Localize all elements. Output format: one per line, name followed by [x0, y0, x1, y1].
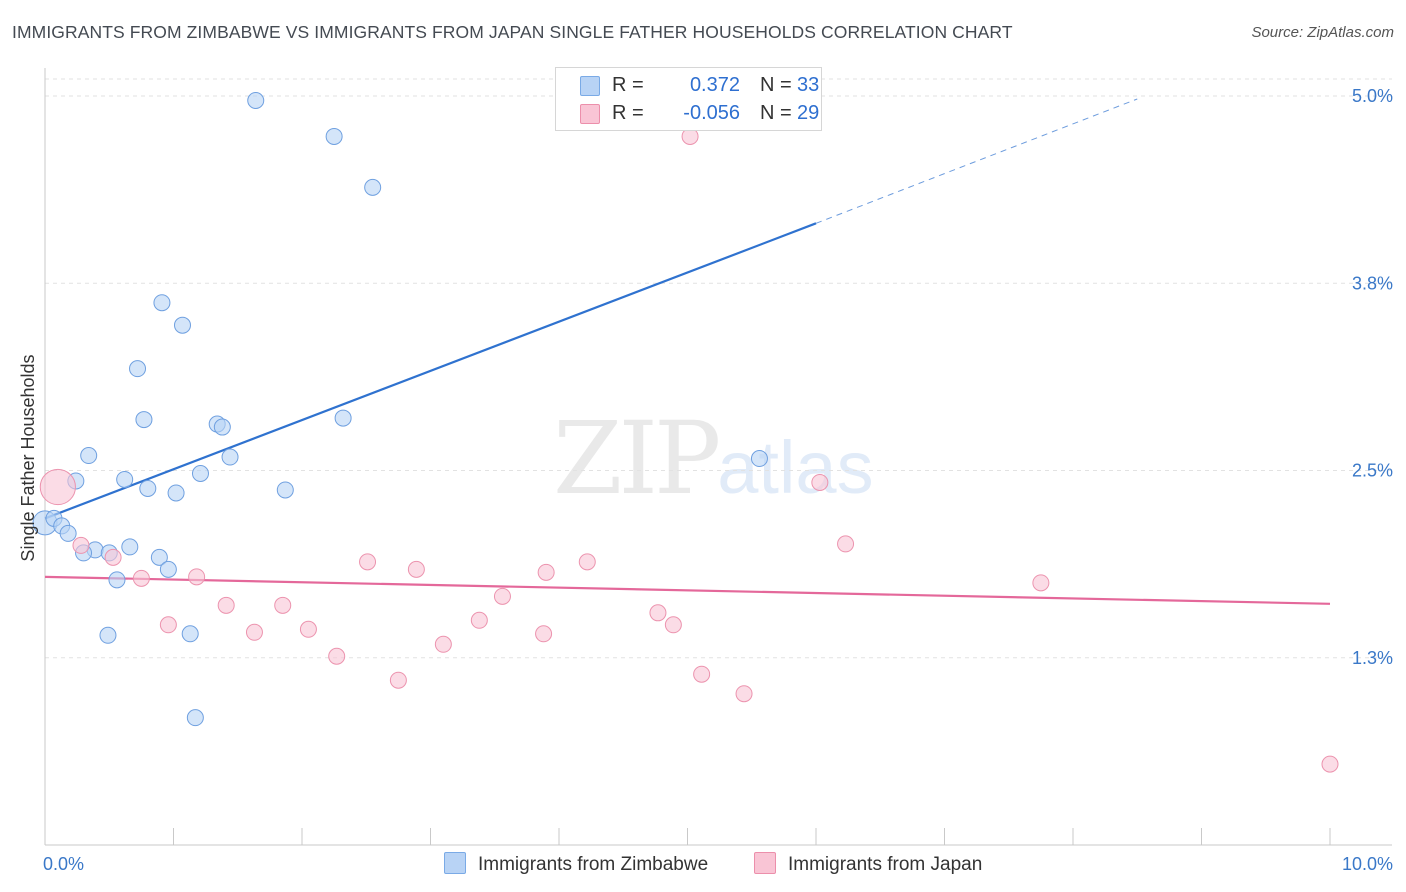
zimbabwe-point [99, 626, 117, 644]
legend-label-zimbabwe: Immigrants from Zimbabwe [478, 854, 709, 875]
watermark-atlas: atlas [717, 426, 874, 509]
zimbabwe-point [750, 450, 768, 468]
zimbabwe-point [150, 548, 168, 566]
zimbabwe-point [129, 360, 147, 378]
axis-labels: 1.3% 2.5% 3.8% 5.0% 0.0% 10.0% Single Father H… [18, 86, 1393, 874]
japan-point [328, 647, 346, 665]
y-tick-label: 2.5% [1352, 461, 1393, 481]
y-tick-label: 1.3% [1352, 648, 1393, 668]
japan-point [493, 587, 511, 605]
axes [44, 68, 1392, 846]
zimbabwe-point [325, 127, 343, 145]
japan-point [159, 616, 177, 634]
legend-n-label: N = [760, 74, 792, 96]
japan-point [434, 635, 452, 653]
japan-point [188, 568, 206, 586]
correlation-legend: R = 0.372 N = 33 R = -0.056 N = 29 [555, 67, 822, 131]
zimbabwe-point [159, 560, 177, 578]
japan-point [470, 611, 488, 629]
x-tick-label: 10.0% [1342, 854, 1393, 874]
series-legend: Immigrants from Zimbabwe Immigrants from… [0, 852, 1406, 878]
japan-point [578, 553, 596, 571]
legend-item-japan[interactable]: Immigrants from Japan [754, 852, 982, 876]
zimbabwe-point [167, 484, 185, 502]
japan-point [389, 671, 407, 689]
legend-swatch-zimbabwe [444, 852, 466, 874]
zimbabwe-point [139, 479, 157, 497]
trend-line-zimbabwe [44, 222, 817, 520]
japan-point [1032, 574, 1050, 592]
legend-n-label: N = [760, 102, 792, 124]
zimbabwe-point [59, 524, 77, 542]
y-tick-label: 3.8% [1352, 273, 1393, 293]
x-tick-label: 0.0% [43, 854, 84, 874]
japan-point [217, 596, 235, 614]
japan-point [664, 616, 682, 634]
legend-r-label: R = [612, 74, 644, 96]
source-credit: Source: ZipAtlas.com [1251, 24, 1394, 41]
japan-point [649, 604, 667, 622]
japan-point [39, 468, 76, 506]
zimbabwe-point [121, 538, 139, 556]
japan-point [837, 535, 855, 553]
legend-n-value: 29 [797, 102, 820, 124]
zimbabwe-point [181, 625, 199, 643]
japan-point [407, 560, 425, 578]
zimbabwe-point [191, 464, 209, 482]
japan-point [735, 685, 753, 703]
zimbabwe-point [80, 447, 98, 465]
trend-lines [44, 98, 1331, 605]
watermark: ZIPatlas [553, 400, 874, 517]
trend-line-japan [44, 575, 1331, 605]
data-points [32, 91, 1339, 773]
watermark-zip: ZIP [553, 400, 721, 517]
chart-title: IMMIGRANTS FROM ZIMBABWE VS IMMIGRANTS F… [12, 22, 1013, 42]
zimbabwe-point [213, 418, 231, 436]
japan-point [811, 473, 829, 491]
zimbabwe-point [173, 316, 191, 334]
japan-point [245, 623, 263, 641]
japan-point [72, 536, 90, 554]
legend-r-label: R = [612, 102, 644, 124]
y-axis-title: Single Father Households [18, 354, 38, 561]
japan-point [537, 563, 555, 581]
legend-r-value: -0.056 [683, 102, 740, 124]
japan-point [299, 620, 317, 638]
legend-r-value: 0.372 [689, 74, 740, 96]
zimbabwe-point [108, 571, 126, 589]
legend-swatch-japan [580, 104, 600, 124]
legend-item-zimbabwe[interactable]: Immigrants from Zimbabwe [444, 852, 708, 876]
legend-label-japan: Immigrants from Japan [788, 854, 983, 875]
trend-line-zimbabwe-extension [815, 98, 1138, 224]
legend-swatch-zimbabwe [580, 76, 600, 96]
japan-point [359, 553, 377, 571]
zimbabwe-point [221, 448, 239, 466]
japan-point [535, 625, 553, 643]
zimbabwe-point [153, 294, 171, 312]
japan-point [274, 596, 292, 614]
zimbabwe-point [247, 91, 265, 109]
japan-point [693, 665, 711, 683]
zimbabwe-point [334, 409, 352, 427]
zimbabwe-point [186, 709, 204, 727]
japan-point [1321, 755, 1339, 773]
japan-point [132, 569, 150, 587]
gridlines [45, 78, 1392, 659]
zimbabwe-point [135, 411, 153, 429]
legend-swatch-japan [754, 852, 776, 874]
zimbabwe-point [276, 481, 294, 499]
y-tick-label: 5.0% [1352, 86, 1393, 106]
legend-n-value: 33 [797, 74, 820, 96]
zimbabwe-point [116, 470, 134, 488]
zimbabwe-point [364, 178, 382, 196]
japan-point [104, 548, 122, 566]
